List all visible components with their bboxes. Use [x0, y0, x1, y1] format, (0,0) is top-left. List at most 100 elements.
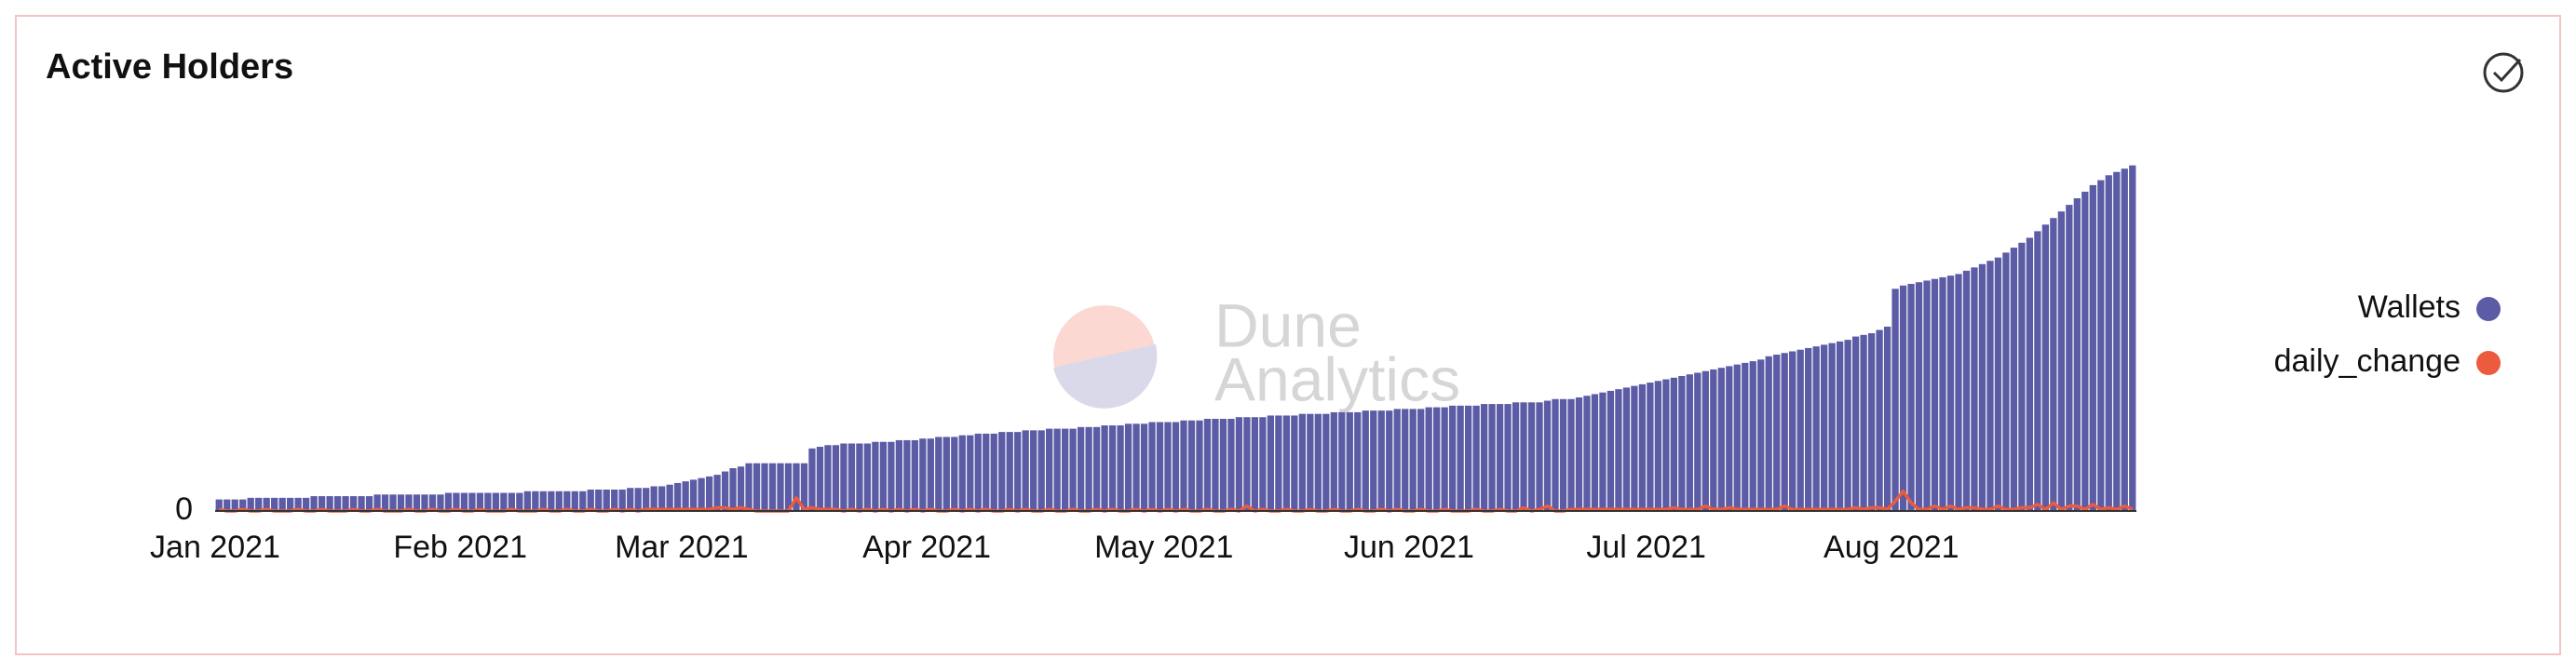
bar	[1512, 402, 1520, 511]
bar	[2121, 168, 2128, 511]
bar	[1615, 389, 1622, 511]
bar	[942, 437, 950, 511]
bar	[1282, 415, 1291, 511]
bar	[1726, 366, 1733, 511]
bar	[1860, 334, 1867, 511]
bar	[1156, 422, 1164, 511]
bar	[752, 463, 761, 511]
bar	[998, 432, 1006, 511]
bar	[1488, 404, 1496, 511]
bar	[1686, 374, 1693, 511]
bar	[1022, 430, 1029, 511]
bar	[674, 482, 682, 511]
watermark-logo-half	[1053, 344, 1158, 409]
watermark: Dune Analytics	[1053, 290, 1460, 413]
bar	[539, 491, 547, 511]
bar	[1370, 410, 1377, 511]
check-mark[interactable]	[2492, 58, 2522, 83]
bar	[603, 490, 610, 511]
check-circle[interactable]	[2483, 52, 2524, 93]
bar	[1631, 385, 1638, 511]
bar	[1702, 370, 1709, 511]
bar	[1275, 415, 1282, 511]
bar	[397, 494, 405, 511]
bar	[326, 496, 333, 511]
bar	[468, 492, 476, 511]
bar	[1046, 428, 1053, 511]
bar	[508, 492, 516, 511]
bar	[1567, 398, 1575, 511]
bar	[1757, 359, 1765, 511]
bar	[895, 439, 903, 511]
bar	[1314, 413, 1322, 511]
bar	[255, 497, 263, 511]
x-tick-label: Jul 2021	[1586, 530, 1706, 565]
bar	[682, 481, 689, 511]
bar	[2066, 205, 2073, 512]
bar	[484, 492, 492, 511]
bar	[1955, 274, 1962, 511]
bar	[548, 491, 555, 511]
bar	[1307, 413, 1314, 511]
bar	[1742, 362, 1749, 511]
bar	[1867, 333, 1876, 511]
bar	[2129, 165, 2136, 511]
bar	[1749, 361, 1756, 511]
bar	[1338, 411, 1346, 511]
bar	[888, 441, 895, 511]
bar	[1235, 417, 1243, 511]
bar	[713, 475, 721, 511]
bar	[263, 497, 270, 511]
bar	[1805, 347, 1812, 511]
bar	[1077, 426, 1085, 511]
bar	[1267, 415, 1275, 511]
bar	[1322, 413, 1330, 511]
x-tick-label: Aug 2021	[1824, 530, 1959, 565]
bar	[1393, 409, 1401, 511]
bar	[516, 492, 523, 511]
bar	[983, 433, 990, 511]
card	[15, 15, 2561, 655]
bar	[333, 496, 342, 511]
bar	[1148, 422, 1156, 511]
bar	[1124, 423, 1132, 511]
bar	[761, 463, 768, 511]
bar	[919, 438, 927, 511]
bar	[1092, 426, 1101, 511]
bar	[2073, 198, 2081, 511]
bar	[705, 476, 713, 511]
bar	[1994, 257, 2002, 511]
watermark-text: Dune	[1214, 290, 1362, 359]
bar	[698, 477, 705, 511]
bar	[777, 463, 784, 511]
bar	[532, 491, 539, 511]
bar	[523, 491, 531, 511]
bar	[1923, 280, 1931, 511]
bar	[1448, 405, 1457, 511]
bar	[1796, 349, 1804, 511]
bar	[215, 499, 223, 511]
bar	[634, 488, 642, 511]
bar	[389, 494, 397, 511]
bar	[721, 471, 729, 511]
bar	[2050, 218, 2057, 511]
bar	[1402, 409, 1409, 511]
check-icon[interactable]	[2483, 52, 2524, 93]
bar	[224, 499, 231, 511]
bar	[1939, 276, 1946, 511]
x-tick-label: Mar 2021	[615, 530, 749, 565]
bar	[1298, 413, 1306, 511]
x-tick-label: Jan 2021	[150, 530, 280, 565]
bar	[413, 494, 421, 511]
y-tick-label: 0	[175, 491, 193, 527]
bar	[990, 433, 997, 511]
bar	[1496, 404, 1504, 511]
bar	[1291, 415, 1298, 511]
bar	[1607, 390, 1615, 511]
x-tick-label: Jun 2021	[1344, 530, 1474, 565]
bar	[1812, 346, 1820, 511]
bar	[247, 497, 254, 511]
bar	[500, 492, 508, 511]
bar	[421, 494, 428, 511]
bar	[405, 494, 413, 511]
